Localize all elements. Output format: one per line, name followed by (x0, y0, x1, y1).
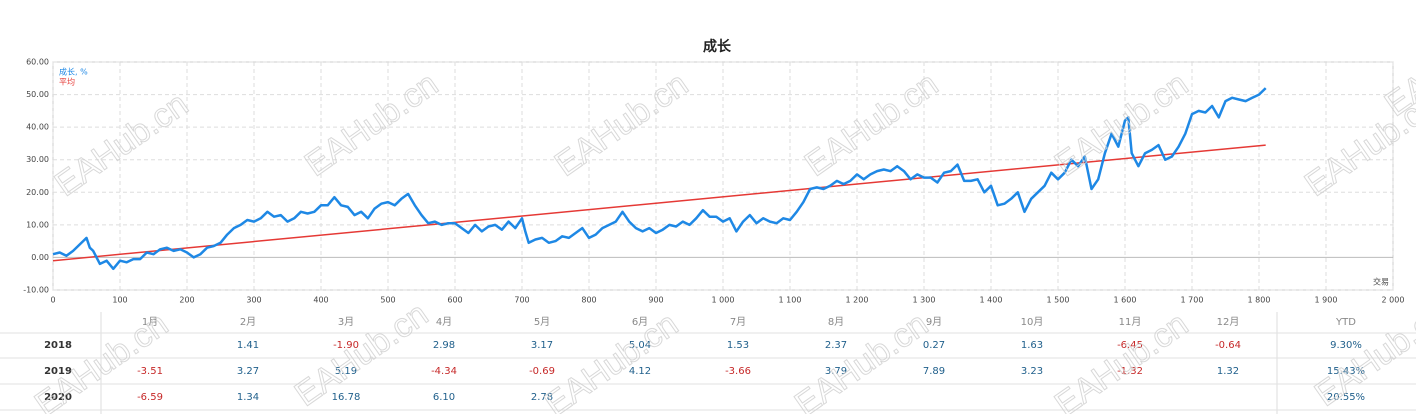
x-tick-label: 1 300 (913, 296, 936, 305)
x-tick-label: 700 (514, 296, 529, 305)
x-tick-label: 400 (313, 296, 328, 305)
x-tick-label: 1 400 (980, 296, 1003, 305)
y-tick-label: 0.00 (31, 253, 49, 262)
cell: 1.63 (1021, 340, 1043, 351)
x-tick-label: 300 (246, 296, 261, 305)
column-header: 6月 (632, 316, 648, 328)
legend-entry: 平均 (59, 77, 75, 87)
cell: 2.78 (531, 392, 553, 403)
cell: 3.17 (531, 340, 553, 351)
cell: 0.27 (923, 340, 945, 351)
cell: 5.04 (629, 340, 651, 351)
column-header: 4月 (436, 316, 452, 328)
cell: -3.51 (137, 366, 163, 377)
column-header: 7月 (730, 316, 746, 328)
cell: 3.23 (1021, 366, 1043, 377)
x-tick-label: 900 (648, 296, 663, 305)
y-tick-label: 30.00 (26, 155, 49, 164)
x-tick-label: 1 900 (1315, 296, 1338, 305)
y-tick-label: -10.00 (23, 286, 49, 295)
series-line (52, 144, 1266, 262)
cell: 1.41 (237, 340, 259, 351)
cell: -1.90 (333, 340, 359, 351)
column-header: 10月 (1021, 316, 1044, 328)
y-tick-label: 10.00 (26, 220, 49, 229)
x-tick-label: 1 600 (1114, 296, 1137, 305)
x-tick-label: 1 200 (846, 296, 869, 305)
x-tick-label: 1 100 (779, 296, 802, 305)
x-tick-label: 1 000 (712, 296, 735, 305)
cell: 3.79 (825, 366, 847, 377)
column-header: 3月 (338, 316, 354, 328)
cell: 15.43% (1327, 366, 1365, 377)
watermark: EAHub.cn (538, 305, 685, 414)
x-tick-label: 0 (50, 296, 55, 305)
y-tick-label: 60.00 (26, 58, 49, 67)
cell: -3.66 (725, 366, 751, 377)
x-tick-label: 200 (179, 296, 194, 305)
x-tick-label: 1 700 (1181, 296, 1204, 305)
cell: 2.98 (433, 340, 455, 351)
watermark: EAHub.cn (788, 305, 935, 414)
cell: 1.53 (727, 340, 749, 351)
y-tick-label: 20.00 (26, 188, 49, 197)
column-header: 11月 (1119, 316, 1142, 328)
cell: 5.19 (335, 366, 357, 377)
cell: -0.64 (1215, 340, 1241, 351)
column-header: 1月 (142, 316, 158, 328)
cell: 20.55% (1327, 392, 1365, 403)
cell: -6.59 (137, 392, 163, 403)
cell: 2.37 (825, 340, 847, 351)
cell: 6.10 (433, 392, 455, 403)
cell: -1.32 (1117, 366, 1143, 377)
cell: -4.34 (431, 366, 457, 377)
column-header: 9月 (926, 316, 942, 328)
series-line (52, 87, 1267, 271)
x-tick-label: 1 800 (1248, 296, 1271, 305)
watermark: EAHub.cn (288, 295, 435, 414)
cell: 9.30% (1330, 340, 1362, 351)
column-header: 2月 (240, 316, 256, 328)
cell: 1.34 (237, 392, 259, 403)
row-label: 2020 (44, 392, 72, 403)
column-header: 5月 (534, 316, 550, 328)
chart-title: 成长 (703, 38, 732, 55)
cell: -0.69 (529, 366, 555, 377)
column-header: YTD (1335, 317, 1356, 328)
x-tick-label: 100 (112, 296, 127, 305)
y-tick-label: 40.00 (26, 123, 49, 132)
row-label: 2018 (44, 340, 72, 351)
x-axis-label: 交易 (1373, 277, 1389, 287)
cell: 7.89 (923, 366, 945, 377)
x-tick-label: 800 (581, 296, 596, 305)
column-header: 12月 (1217, 316, 1240, 328)
x-tick-label: 2 000 (1382, 296, 1405, 305)
y-tick-label: 50.00 (26, 90, 49, 99)
row-label: 2019 (44, 366, 72, 377)
x-tick-label: 1 500 (1047, 296, 1070, 305)
x-tick-label: 500 (380, 296, 395, 305)
column-header: 8月 (828, 316, 844, 328)
cell: 3.27 (237, 366, 259, 377)
legend-entry: 成长, % (59, 67, 88, 77)
cell: 4.12 (629, 366, 651, 377)
cell: -6.45 (1117, 340, 1143, 351)
x-tick-label: 600 (447, 296, 462, 305)
cell: 16.78 (332, 392, 361, 403)
cell: 1.32 (1217, 366, 1239, 377)
